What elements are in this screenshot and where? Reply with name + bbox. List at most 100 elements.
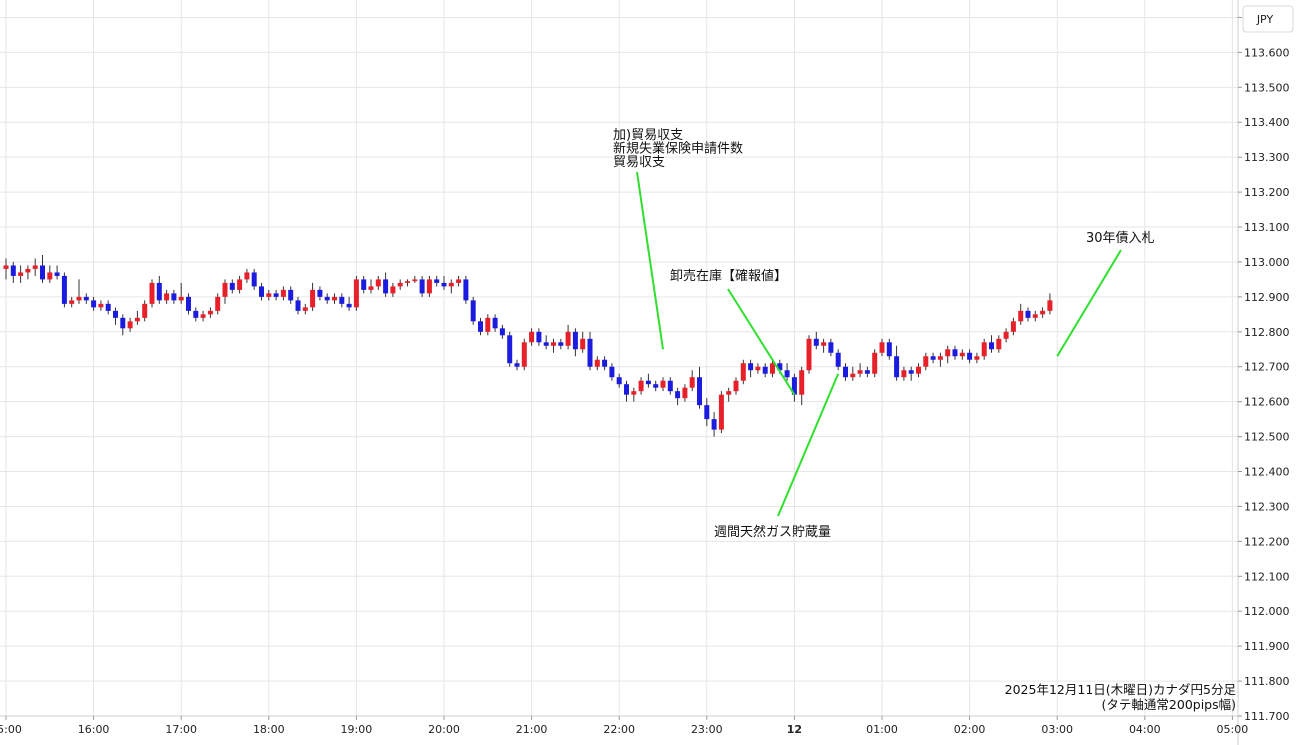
- candle: [76, 279, 82, 304]
- candle: [346, 296, 352, 311]
- candle-body: [580, 338, 586, 350]
- candle-body: [543, 342, 549, 346]
- candle: [368, 279, 374, 294]
- candle-body: [156, 282, 162, 301]
- candle-body: [383, 279, 389, 294]
- y-tick-label: 111.900: [1244, 640, 1290, 653]
- candle-body: [266, 293, 272, 297]
- x-tick-label: 03:00: [1041, 723, 1073, 736]
- candle: [689, 370, 695, 392]
- candle: [624, 380, 629, 402]
- candle-body: [923, 356, 929, 367]
- candle-body: [1047, 300, 1053, 311]
- y-tick-label: 112.000: [1244, 605, 1290, 618]
- y-tick-label: 113.200: [1244, 186, 1290, 199]
- candle: [1040, 307, 1046, 318]
- candle: [324, 293, 330, 304]
- candle-body: [631, 391, 637, 395]
- x-tick-label: 20:00: [428, 723, 460, 736]
- candle-body: [1040, 310, 1046, 315]
- candle-body: [32, 265, 38, 269]
- candle-body: [361, 279, 367, 290]
- candles: [3, 254, 1053, 437]
- candle-body: [69, 300, 75, 304]
- candle-body: [959, 352, 965, 357]
- candle-body: [507, 335, 513, 364]
- candle-body: [426, 279, 432, 294]
- candle: [259, 282, 264, 301]
- candle-body: [215, 296, 221, 311]
- candle-body: [280, 289, 286, 297]
- candle: [937, 352, 943, 367]
- x-tick-label: 16:00: [78, 723, 110, 736]
- candle: [405, 279, 410, 287]
- candle-body: [317, 289, 323, 297]
- candle-body: [463, 279, 469, 301]
- y-tick-label: 113.500: [1244, 81, 1290, 94]
- candle-body: [638, 380, 644, 392]
- candle: [551, 338, 556, 353]
- candle-body: [302, 307, 308, 311]
- candle-body: [908, 370, 914, 374]
- candle-body: [726, 391, 732, 395]
- candle-body: [324, 296, 330, 301]
- candle: [419, 275, 425, 297]
- candle: [470, 296, 476, 325]
- candle-body: [346, 303, 352, 308]
- candle: [288, 286, 294, 304]
- candle-body: [47, 272, 53, 280]
- candle: [61, 272, 67, 308]
- candle-body: [127, 321, 133, 329]
- candle-body: [682, 387, 688, 399]
- candle-body: [448, 282, 454, 287]
- candle-body: [91, 300, 97, 308]
- candle: [310, 282, 316, 311]
- candle: [98, 300, 104, 311]
- candle-body: [200, 314, 206, 318]
- candle-body: [609, 366, 615, 378]
- currency-label: JPY: [1256, 13, 1274, 26]
- candle: [1018, 303, 1024, 325]
- candle: [697, 366, 702, 409]
- candle: [872, 349, 878, 378]
- candle-body: [164, 293, 170, 301]
- candle-body: [762, 366, 768, 374]
- candle: [748, 359, 754, 378]
- candle-body: [602, 359, 608, 367]
- candle: [485, 314, 491, 336]
- x-tick-label: 02:00: [954, 723, 986, 736]
- candle: [645, 373, 651, 388]
- candle: [332, 293, 337, 304]
- candle: [631, 387, 637, 402]
- candle: [850, 366, 856, 381]
- candle-body: [850, 373, 856, 378]
- annotation-text: 貿易収支: [613, 155, 665, 170]
- candle-body: [945, 349, 951, 357]
- candle-body: [879, 342, 885, 353]
- candle-body: [434, 279, 440, 283]
- currency-badge: [1242, 5, 1294, 33]
- candle-body: [828, 342, 834, 353]
- candle-body: [295, 300, 301, 311]
- candle-body: [981, 342, 987, 357]
- candle: [638, 377, 644, 395]
- candle: [229, 279, 235, 294]
- candle-body: [368, 286, 374, 290]
- x-tick-label: 22:00: [603, 723, 635, 736]
- candle: [609, 363, 615, 381]
- candle-body: [98, 303, 104, 308]
- candle-body: [40, 265, 45, 280]
- candle-body: [288, 289, 294, 301]
- candle-body: [478, 321, 483, 332]
- y-tick-label: 113.600: [1244, 46, 1290, 59]
- candle: [302, 303, 308, 315]
- x-tick-label: 18:00: [253, 723, 285, 736]
- candle: [383, 272, 389, 297]
- annotation-lines: [636, 171, 1122, 517]
- candle: [142, 300, 148, 322]
- candle: [164, 289, 170, 304]
- candle-body: [456, 279, 462, 283]
- candle: [952, 345, 958, 360]
- candle: [799, 366, 805, 406]
